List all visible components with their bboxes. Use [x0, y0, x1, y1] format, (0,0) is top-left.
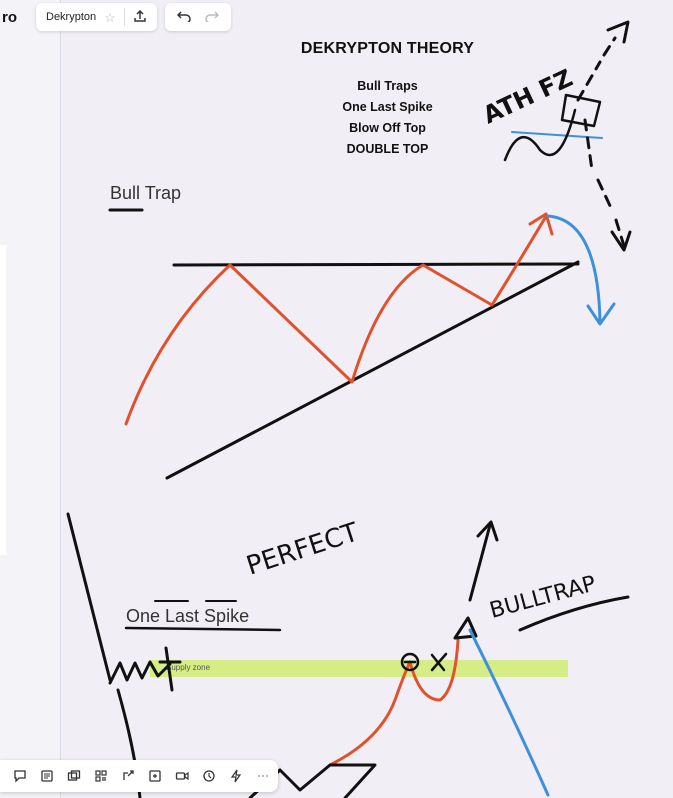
up-arrowhead — [476, 520, 499, 542]
board-chip: Dekrypton ☆ — [36, 3, 157, 31]
circle-marker — [400, 652, 420, 672]
support-line — [165, 260, 580, 480]
ath-box — [560, 93, 602, 128]
red-arrowhead — [528, 212, 554, 236]
comment-icon[interactable] — [6, 763, 33, 789]
supply-zone[interactable] — [150, 660, 568, 677]
spike-marker — [158, 646, 182, 692]
undo-icon[interactable] — [176, 10, 191, 24]
power-icon[interactable] — [222, 763, 249, 789]
resistance-line — [172, 262, 580, 267]
bulltrap-text: BULLTRAP — [487, 571, 599, 623]
top-bar: ro Dekrypton ☆ — [0, 0, 231, 34]
theory-title-block[interactable]: DEKRYPTON THEORY Bull Traps One Last Spi… — [280, 40, 495, 160]
side-tab — [0, 245, 6, 555]
ath-black-curve — [503, 108, 577, 162]
supply-zone-label: Supply zone — [166, 663, 211, 672]
board-title: DEKRYPTON THEORY — [300, 40, 475, 57]
topic-double-top: DOUBLE TOP — [346, 142, 429, 156]
left-panel — [0, 0, 61, 798]
x-marker — [430, 652, 448, 672]
perfect-text: PERFECT — [243, 517, 362, 581]
red-price-path — [124, 216, 547, 426]
brand-logo: ro — [2, 8, 17, 26]
timer-icon[interactable] — [195, 763, 222, 789]
red-rally — [328, 638, 460, 767]
ath-dashed-arrow — [576, 36, 617, 102]
ath-arrowhead — [606, 20, 630, 44]
top-triangle — [453, 616, 478, 640]
bottom-toolbar — [0, 760, 278, 792]
topic-bull-traps: Bull Traps — [357, 79, 418, 93]
blue-arrowhead — [586, 302, 616, 326]
star-icon[interactable]: ☆ — [104, 9, 116, 25]
topic-blow-off-top: Blow Off Top — [349, 121, 426, 135]
squiggle — [108, 660, 172, 685]
upload-icon[interactable] — [133, 9, 147, 25]
embed-icon[interactable] — [141, 763, 168, 789]
frames-icon[interactable] — [60, 763, 87, 789]
blue-dump — [468, 628, 550, 797]
board-name[interactable]: Dekrypton — [46, 11, 97, 23]
history-chip — [164, 3, 231, 31]
spike-underline — [124, 626, 282, 632]
up-arrow — [468, 523, 492, 602]
templates-icon[interactable] — [87, 763, 114, 789]
more-icon[interactable] — [249, 763, 276, 789]
share-icon[interactable] — [114, 763, 141, 789]
notes-icon[interactable] — [33, 763, 60, 789]
left-dump-line — [66, 512, 112, 682]
blue-drop-curve — [546, 214, 602, 324]
divider — [123, 8, 125, 26]
topic-one-last-spike: One Last Spike — [342, 100, 433, 114]
bull-trap-label[interactable]: Bull Trap — [110, 183, 182, 203]
bulltrap-underline — [518, 595, 630, 632]
ath-down-arrowhead — [610, 230, 632, 252]
ath-dashed-down — [583, 118, 626, 248]
video-icon[interactable] — [168, 763, 195, 789]
redo-icon[interactable] — [205, 10, 219, 24]
one-last-spike-label[interactable]: One Last Spike — [126, 606, 250, 626]
